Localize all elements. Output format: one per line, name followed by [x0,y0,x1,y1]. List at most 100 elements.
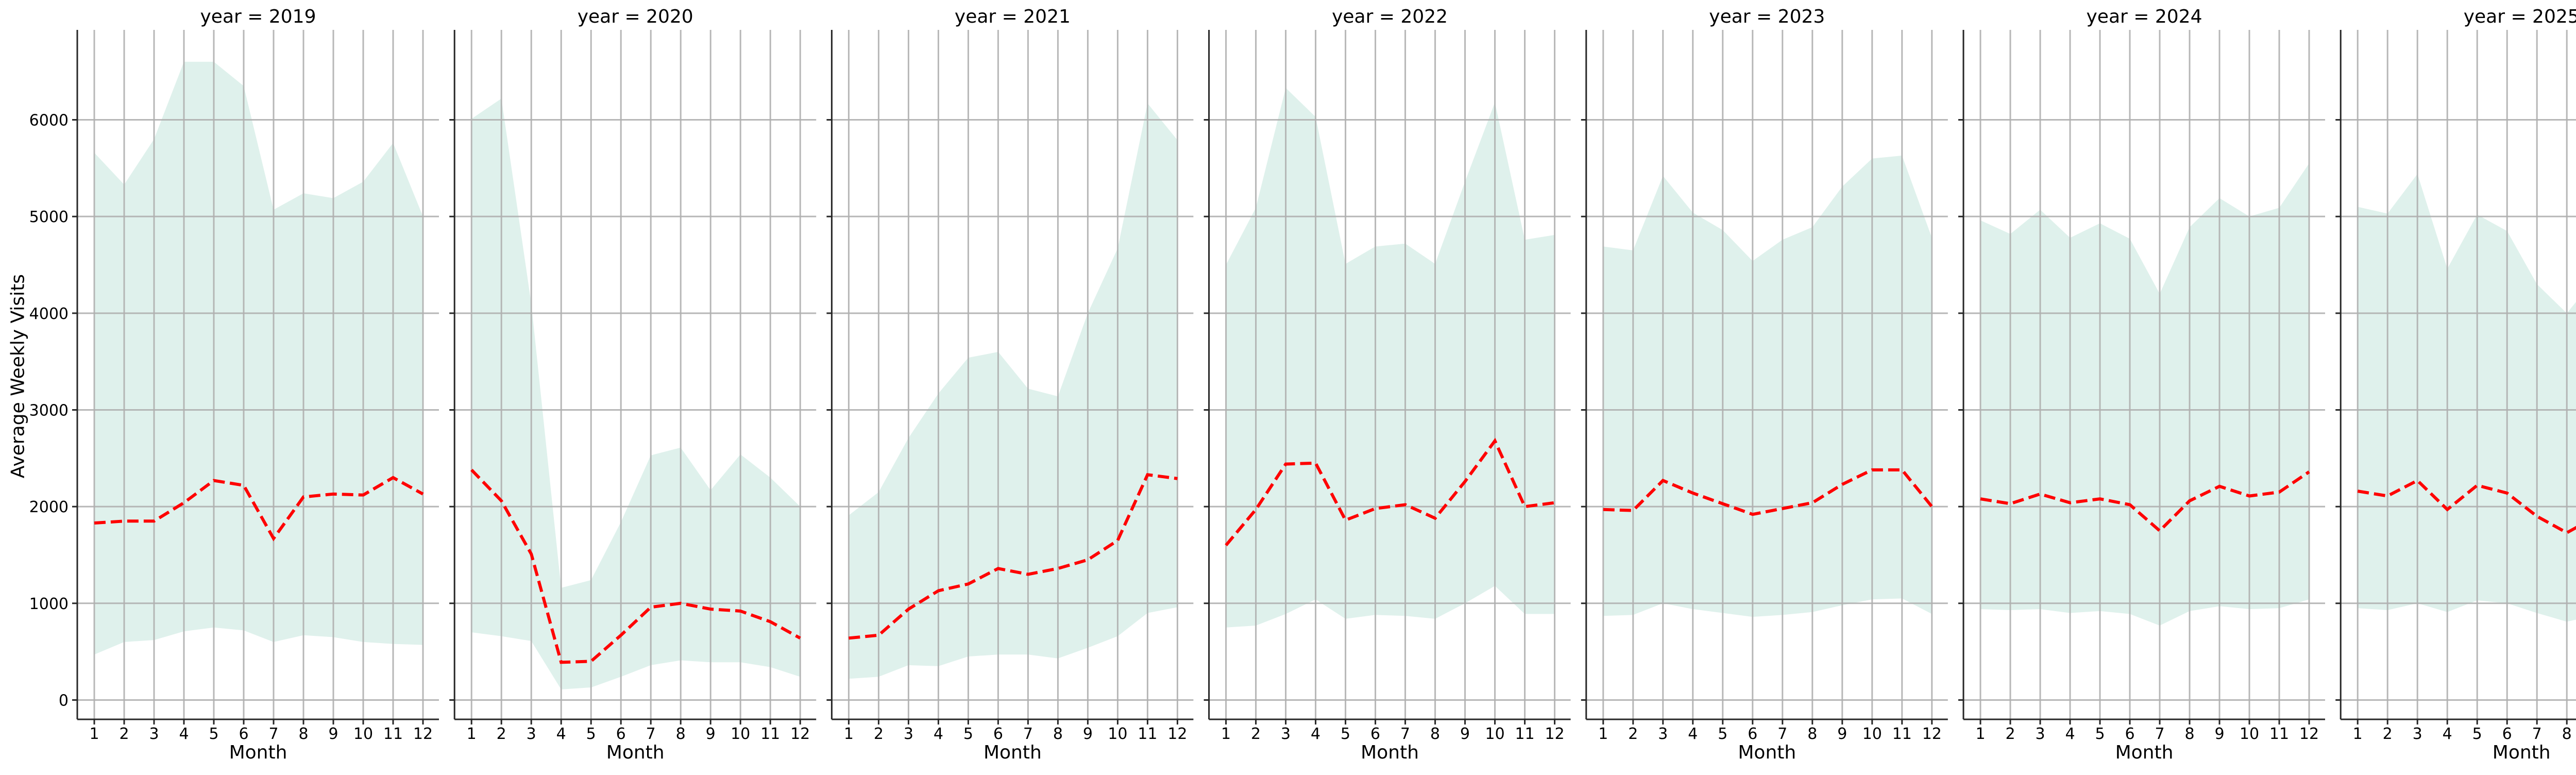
x-tick-label: 7 [1777,725,1787,743]
median-line [1980,470,2310,533]
x-tick-label: 1 [2353,725,2363,743]
x-tick-label: 12 [413,725,433,743]
median-line [1225,437,1555,547]
x-tick-label: 6 [239,725,248,743]
panel-title-2021: year = 2021 [954,6,1071,27]
x-tick-label: 2 [2005,725,2015,743]
x-tick-label: 11 [1138,725,1157,743]
x-tick-label: 6 [1748,725,1757,743]
y-tick-label: 0 [59,692,69,710]
percentile-band [94,61,423,655]
x-tick-label: 3 [149,725,159,743]
x-tick-label: 8 [2184,725,2194,743]
x-tick-label: 9 [328,725,338,743]
x-axis-label: Month [606,742,665,763]
median-line [94,476,424,542]
x-tick-label: 9 [1460,725,1470,743]
x-tick-label: 8 [1053,725,1063,743]
x-axis-label: Month [2115,742,2174,763]
y-tick-label: 4000 [29,305,69,323]
x-tick-label: 10 [353,725,373,743]
y-axis-label: Average Weekly Visits [7,274,29,479]
percentile-band [849,103,1178,679]
x-tick-label: 7 [1023,725,1033,743]
x-tick-label: 3 [527,725,536,743]
x-tick-label: 7 [2532,725,2542,743]
x-tick-label: 11 [2269,725,2289,743]
x-tick-label: 11 [1892,725,1912,743]
x-tick-label: 8 [1807,725,1817,743]
panel-2024: 1 2 3 4 5 6 7 8 9 10 11 12 [1958,30,2325,743]
x-tick-label: 1 [467,725,477,743]
x-tick-label: 11 [1515,725,1535,743]
x-tick-label: 4 [934,725,943,743]
x-tick-label: 5 [209,725,218,743]
x-tick-label: 2 [1628,725,1638,743]
x-tick-label: 12 [790,725,810,743]
x-tick-label: 12 [1545,725,1565,743]
x-tick-label: 9 [706,725,716,743]
x-tick-label: 6 [616,725,626,743]
x-tick-label: 5 [1718,725,1727,743]
x-tick-label: 6 [2502,725,2512,743]
panel-2020: 1 2 3 4 5 6 7 8 9 10 11 12 [449,30,817,743]
x-tick-label: 3 [2413,725,2422,743]
median-line [470,468,801,664]
x-tick-label: 7 [646,725,656,743]
median-line [849,473,1178,640]
panel-title-2019: year = 2019 [200,6,316,27]
x-tick-label: 1 [89,725,99,743]
x-tick-label: 2 [497,725,506,743]
x-tick-label: 4 [1688,725,1698,743]
percentile-band [1980,163,2309,626]
x-tick-label: 6 [2125,725,2134,743]
x-axis-label: Month [229,742,287,763]
x-tick-label: 5 [586,725,596,743]
percentile-band [1226,88,1555,628]
x-tick-label: 12 [2299,725,2319,743]
x-tick-label: 9 [2214,725,2224,743]
x-tick-label: 1 [1598,725,1608,743]
percentile-band [2358,174,2576,622]
x-tick-label: 6 [993,725,1003,743]
x-tick-label: 6 [1370,725,1380,743]
panel-title-2023: year = 2023 [1709,6,1825,27]
x-axis-label: Month [1361,742,1419,763]
x-tick-label: 8 [1430,725,1440,743]
x-tick-label: 5 [963,725,973,743]
panel-2023: 1 2 3 4 5 6 7 8 9 10 11 12 [1581,30,1948,743]
x-tick-label: 10 [731,725,750,743]
x-tick-label: 7 [268,725,278,743]
x-tick-label: 4 [179,725,189,743]
panel-title-2025: year = 2025 [2463,6,2576,27]
panel-title-2024: year = 2024 [2086,6,2202,27]
x-tick-label: 4 [2443,725,2452,743]
x-tick-label: 8 [298,725,308,743]
percentile-band [1603,155,1932,617]
x-tick-label: 3 [904,725,913,743]
x-tick-label: 1 [1975,725,1985,743]
x-axis-label: Month [983,742,1042,763]
x-tick-label: 10 [2240,725,2259,743]
x-tick-label: 3 [2035,725,2045,743]
x-tick-label: 1 [1221,725,1231,743]
panel-2021: 1 2 3 4 5 6 7 8 9 10 11 12 [826,30,1194,743]
x-tick-label: 8 [2562,725,2572,743]
y-tick-label: 1000 [29,595,69,613]
x-tick-label: 2 [2383,725,2393,743]
x-tick-label: 2 [1251,725,1261,743]
x-tick-label: 2 [874,725,884,743]
median-line [2357,478,2576,535]
x-tick-label: 4 [2065,725,2075,743]
x-tick-label: 10 [1485,725,1505,743]
x-tick-label: 2 [119,725,129,743]
x-tick-label: 3 [1658,725,1668,743]
x-tick-label: 4 [1311,725,1320,743]
y-tick-label: 2000 [29,498,69,516]
x-tick-label: 8 [676,725,686,743]
x-tick-label: 3 [1281,725,1291,743]
